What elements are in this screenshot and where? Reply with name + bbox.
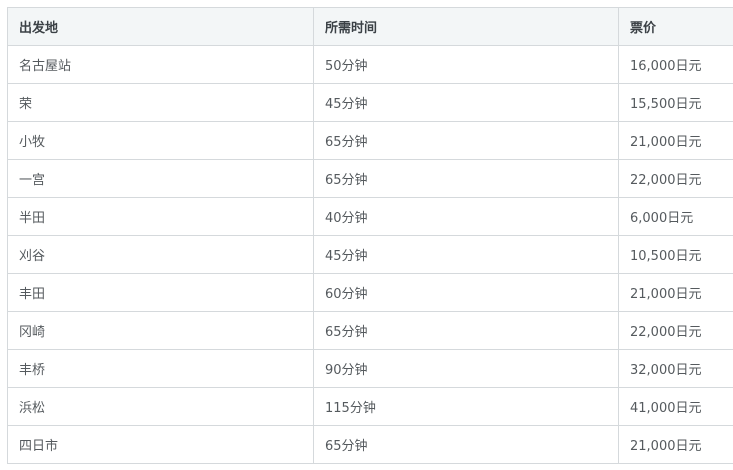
fare-table: 出发地 所需时间 票价 名古屋站 50分钟 16,000日元荣 45分钟 15,500日… <box>7 7 733 464</box>
fare-cell: 21,000日元 <box>618 273 733 312</box>
duration-cell: 65分钟 <box>313 425 619 464</box>
table-row: 浜松 115分钟 41,000日元 <box>7 387 733 426</box>
table-row: 名古屋站 50分钟 16,000日元 <box>7 45 733 84</box>
fare-cell: 21,000日元 <box>618 121 733 160</box>
duration-cell: 45分钟 <box>313 235 619 274</box>
departure-cell: 小牧 <box>7 121 314 160</box>
duration-cell: 65分钟 <box>313 159 619 198</box>
departure-cell: 丰桥 <box>7 349 314 388</box>
header-duration: 所需时间 <box>313 7 619 46</box>
fare-cell: 15,500日元 <box>618 83 733 122</box>
duration-cell: 60分钟 <box>313 273 619 312</box>
duration-cell: 50分钟 <box>313 45 619 84</box>
departure-cell: 冈崎 <box>7 311 314 350</box>
fare-cell: 6,000日元 <box>618 197 733 236</box>
fare-cell: 32,000日元 <box>618 349 733 388</box>
table-row: 半田 40分钟 6,000日元 <box>7 197 733 236</box>
departure-cell: 丰田 <box>7 273 314 312</box>
table-row: 荣 45分钟 15,500日元 <box>7 83 733 122</box>
fare-cell: 16,000日元 <box>618 45 733 84</box>
departure-cell: 半田 <box>7 197 314 236</box>
duration-cell: 90分钟 <box>313 349 619 388</box>
table-row: 冈崎 65分钟 22,000日元 <box>7 311 733 350</box>
departure-cell: 浜松 <box>7 387 314 426</box>
departure-cell: 一宫 <box>7 159 314 198</box>
fare-cell: 10,500日元 <box>618 235 733 274</box>
table-row: 刈谷 45分钟 10,500日元 <box>7 235 733 274</box>
departure-cell: 名古屋站 <box>7 45 314 84</box>
duration-cell: 45分钟 <box>313 83 619 122</box>
header-departure: 出发地 <box>7 7 314 46</box>
departure-cell: 刈谷 <box>7 235 314 274</box>
table-row: 一宫 65分钟 22,000日元 <box>7 159 733 198</box>
fare-cell: 21,000日元 <box>618 425 733 464</box>
fare-cell: 22,000日元 <box>618 311 733 350</box>
fare-cell: 22,000日元 <box>618 159 733 198</box>
duration-cell: 40分钟 <box>313 197 619 236</box>
departure-cell: 荣 <box>7 83 314 122</box>
duration-cell: 65分钟 <box>313 311 619 350</box>
table-row: 四日市 65分钟 21,000日元 <box>7 425 733 464</box>
table-row: 小牧 65分钟 21,000日元 <box>7 121 733 160</box>
duration-cell: 115分钟 <box>313 387 619 426</box>
departure-cell: 四日市 <box>7 425 314 464</box>
table-header-row: 出发地 所需时间 票价 <box>7 7 733 46</box>
duration-cell: 65分钟 <box>313 121 619 160</box>
table-row: 丰田 60分钟 21,000日元 <box>7 273 733 312</box>
fare-cell: 41,000日元 <box>618 387 733 426</box>
table-row: 丰桥 90分钟 32,000日元 <box>7 349 733 388</box>
header-fare: 票价 <box>618 7 733 46</box>
